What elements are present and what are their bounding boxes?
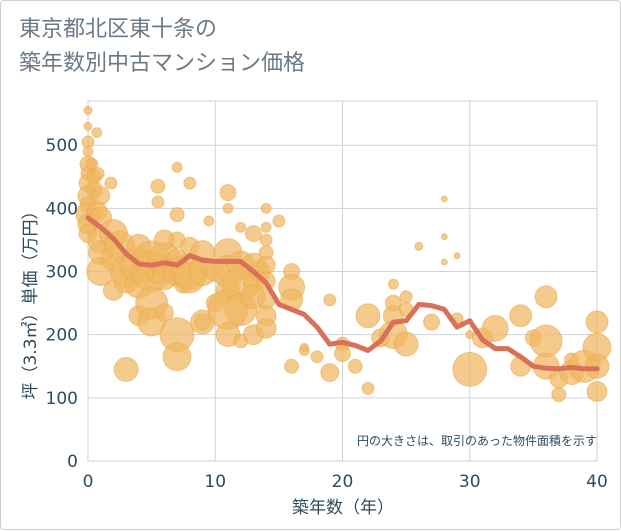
bubble-point [534, 285, 558, 309]
y-tick-label: 100 [46, 389, 78, 409]
bubble-point [162, 342, 192, 372]
bubble-point [387, 278, 399, 290]
bubble-point [91, 167, 105, 181]
bubble-point [222, 202, 234, 214]
y-tick-label: 400 [46, 199, 78, 219]
bubble-point [83, 105, 93, 115]
bubble-point [244, 225, 262, 243]
bubble-point [82, 146, 94, 158]
bubble-point [453, 252, 461, 260]
bubble-point [104, 176, 118, 190]
bubble-point [399, 290, 413, 304]
bubble-point [235, 221, 247, 233]
bubble-point [414, 241, 424, 251]
bubble-point [203, 215, 215, 227]
bubble-point [151, 195, 165, 209]
bubble-point [347, 358, 363, 374]
bubble-point [529, 324, 563, 358]
y-tick-label: 0 [67, 452, 78, 472]
bubble-point [320, 363, 340, 383]
bubble-point [83, 121, 93, 131]
bubble-point [440, 233, 448, 241]
bubble-point [584, 353, 610, 379]
bubble-point [509, 304, 533, 328]
bubble-point [323, 293, 337, 307]
bubble-point [334, 345, 351, 363]
bubble-point [154, 303, 174, 323]
bubble-point [171, 161, 183, 173]
bubble-point [440, 258, 448, 266]
bubble-point [259, 233, 273, 247]
bubble-point [169, 207, 185, 223]
bubble-layer [75, 105, 612, 403]
trend-line-layer [85, 215, 600, 372]
bubble-point [586, 381, 608, 403]
bubble-point [91, 127, 103, 139]
bubble-point [272, 214, 286, 228]
bubble-point [260, 221, 272, 233]
x-tick-label: 0 [83, 472, 94, 492]
bubble-point [452, 351, 488, 387]
y-axis-label: 坪（3.3㎡）単価（万円） [21, 202, 41, 399]
chart-title-line-2: 築年数別中古マンション価格 [19, 51, 306, 76]
bubble-point [355, 303, 381, 329]
y-tick-label: 500 [46, 136, 78, 156]
bubble-point [113, 356, 139, 382]
bubble-point [219, 184, 237, 202]
x-tick-label: 10 [204, 472, 226, 492]
bubble-point [260, 202, 272, 214]
x-axis-label: 築年数（年） [292, 498, 394, 518]
y-tick-label: 300 [46, 263, 78, 283]
bubble-point [393, 331, 419, 357]
bubble-point [361, 381, 375, 395]
chart-title: 東京都北区東十条の 築年数別中古マンション価格 [19, 13, 305, 81]
average-price-line [85, 215, 600, 372]
x-tick-label: 20 [332, 472, 354, 492]
bubble-point [481, 314, 509, 342]
y-tick-label: 200 [46, 326, 78, 346]
bubble-size-note: 円の大きさは、取引のあった物件面積を示す [357, 433, 597, 448]
bubble-point [585, 310, 609, 334]
bubble-point [284, 358, 300, 374]
bubble-point [310, 350, 324, 364]
bubble-point [255, 317, 277, 339]
bubble-point [150, 178, 166, 194]
bubble-point [423, 313, 441, 331]
chart-title-line-1: 東京都北区東十条の [19, 17, 218, 42]
bubble-point [440, 195, 448, 203]
bubble-point [194, 313, 212, 331]
x-tick-label: 30 [459, 472, 481, 492]
bubble-point [183, 176, 197, 190]
x-tick-label: 40 [586, 472, 608, 492]
bubble-point [299, 342, 309, 352]
bubble-point [551, 387, 567, 403]
bubble-point [91, 186, 111, 206]
grid-lines [87, 100, 598, 462]
